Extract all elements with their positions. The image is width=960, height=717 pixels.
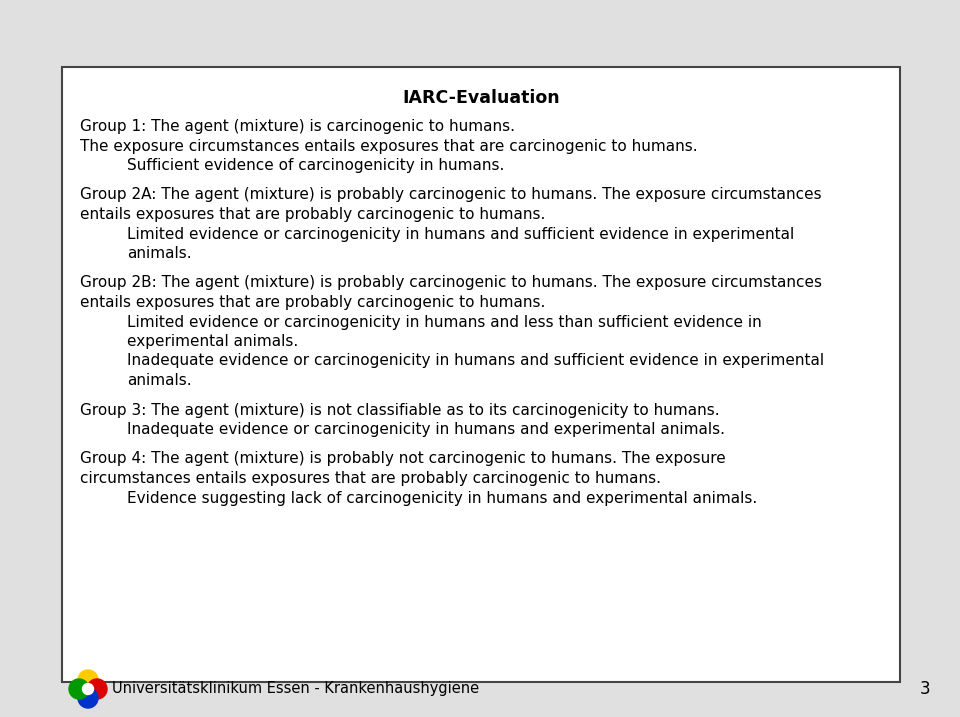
Text: entails exposures that are probably carcinogenic to humans.: entails exposures that are probably carc… — [80, 207, 545, 222]
Circle shape — [69, 679, 89, 699]
Text: Group 3: The agent (mixture) is not classifiable as to its carcinogenicity to hu: Group 3: The agent (mixture) is not clas… — [80, 402, 720, 417]
Circle shape — [87, 679, 107, 699]
Text: animals.: animals. — [127, 246, 192, 261]
Circle shape — [78, 670, 98, 690]
Text: IARC-Evaluation: IARC-Evaluation — [402, 89, 560, 107]
Text: Inadequate evidence or carcinogenicity in humans and experimental animals.: Inadequate evidence or carcinogenicity i… — [127, 422, 725, 437]
Text: Sufficient evidence of carcinogenicity in humans.: Sufficient evidence of carcinogenicity i… — [127, 158, 504, 173]
Text: Inadequate evidence or carcinogenicity in humans and sufficient evidence in expe: Inadequate evidence or carcinogenicity i… — [127, 353, 824, 369]
Text: Group 4: The agent (mixture) is probably not carcinogenic to humans. The exposur: Group 4: The agent (mixture) is probably… — [80, 452, 726, 467]
Text: Limited evidence or carcinogenicity in humans and sufficient evidence in experim: Limited evidence or carcinogenicity in h… — [127, 227, 794, 242]
Text: Group 2B: The agent (mixture) is probably carcinogenic to humans. The exposure c: Group 2B: The agent (mixture) is probabl… — [80, 275, 822, 290]
Text: Evidence suggesting lack of carcinogenicity in humans and experimental animals.: Evidence suggesting lack of carcinogenic… — [127, 490, 757, 505]
Text: The exposure circumstances entails exposures that are carcinogenic to humans.: The exposure circumstances entails expos… — [80, 138, 698, 153]
Circle shape — [78, 688, 98, 708]
Text: animals.: animals. — [127, 373, 192, 388]
Text: Group 2A: The agent (mixture) is probably carcinogenic to humans. The exposure c: Group 2A: The agent (mixture) is probabl… — [80, 188, 822, 202]
Text: experimental animals.: experimental animals. — [127, 334, 299, 349]
FancyBboxPatch shape — [62, 67, 900, 682]
Circle shape — [83, 683, 93, 695]
Text: Limited evidence or carcinogenicity in humans and less than sufficient evidence : Limited evidence or carcinogenicity in h… — [127, 315, 761, 330]
Text: circumstances entails exposures that are probably carcinogenic to humans.: circumstances entails exposures that are… — [80, 471, 661, 486]
Text: Group 1: The agent (mixture) is carcinogenic to humans.: Group 1: The agent (mixture) is carcinog… — [80, 119, 515, 134]
Text: Universitätsklinikum Essen - Krankenhaushygiene: Universitätsklinikum Essen - Krankenhaus… — [112, 681, 479, 696]
Text: 3: 3 — [920, 680, 930, 698]
Text: entails exposures that are probably carcinogenic to humans.: entails exposures that are probably carc… — [80, 295, 545, 310]
